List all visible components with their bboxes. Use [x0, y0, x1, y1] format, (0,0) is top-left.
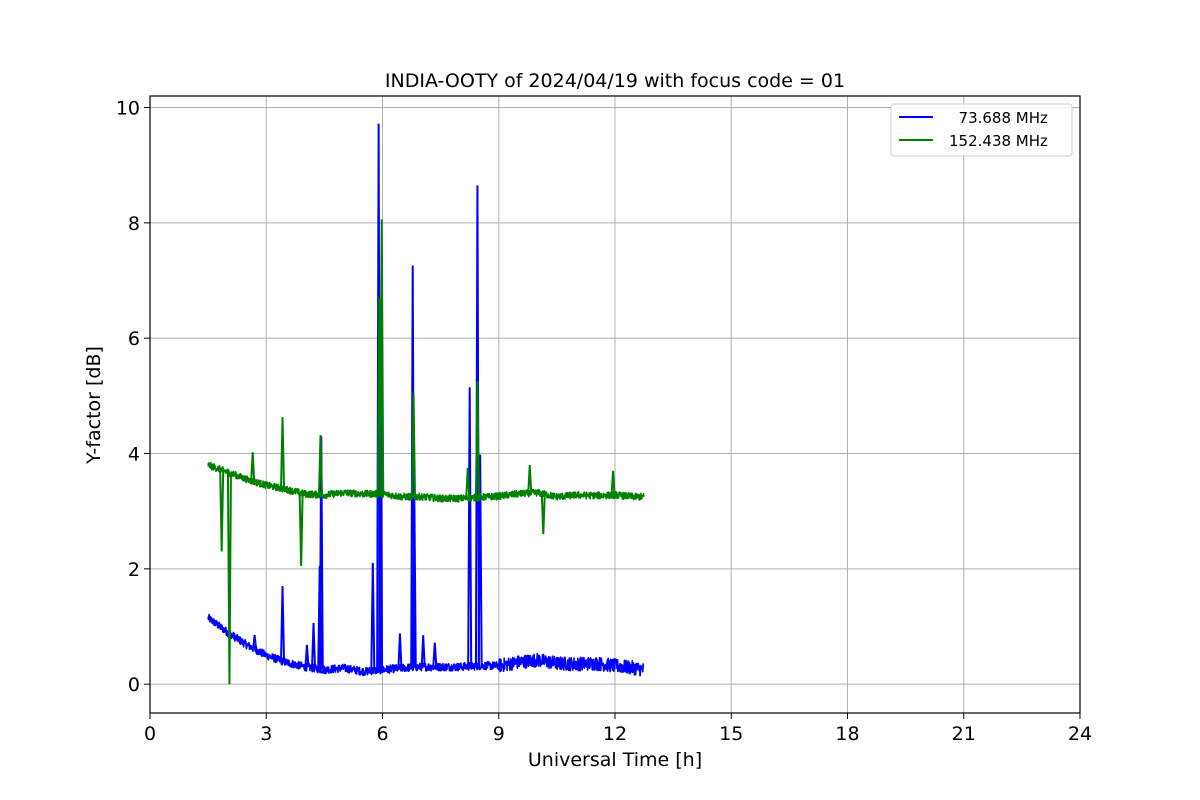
x-tick-label: 15 [719, 723, 743, 745]
series-spike-0 [467, 387, 473, 667]
series-spike-1 [219, 469, 225, 552]
legend-box [890, 103, 1073, 157]
y-tick-label: 2 [128, 559, 140, 581]
series-spike-1 [411, 392, 416, 497]
x-tick-label: 6 [376, 723, 388, 745]
x-tick-label: 12 [603, 723, 627, 745]
series-spike-0 [477, 454, 483, 666]
x-tick-label: 18 [835, 723, 859, 745]
series-spike-0 [304, 644, 310, 668]
series-spike-0 [397, 633, 403, 669]
series-spike-0 [420, 635, 426, 667]
y-tick-label: 8 [128, 213, 140, 235]
series-spike-1 [610, 470, 616, 496]
y-tick-label: 0 [128, 674, 140, 696]
series-spike-1 [250, 452, 256, 482]
x-tick-label: 0 [144, 723, 156, 745]
x-tick-label: 21 [952, 723, 976, 745]
series-spike-0 [252, 635, 258, 650]
y-tick-label: 4 [128, 444, 140, 466]
series-spike-0 [474, 185, 480, 666]
series-layer [207, 123, 645, 685]
series-spike-1 [474, 381, 480, 498]
series-spike-1 [280, 417, 286, 489]
series-spike-1 [226, 472, 232, 685]
legend-label-73mhz: 73.688 MHz [949, 109, 1048, 127]
x-tick-label: 24 [1068, 723, 1092, 745]
series-spike-1 [465, 467, 471, 499]
y-tick-label: 10 [116, 98, 140, 120]
legend: 73.688 MHz 152.438 MHz [890, 103, 1073, 157]
y-axis-label: Y-factor [dB] [83, 346, 105, 465]
x-tick-label: 9 [493, 723, 505, 745]
y-tick-label: 6 [128, 328, 140, 350]
series-spike-1 [540, 493, 546, 535]
series-spike-1 [379, 219, 385, 494]
series-spike-1 [298, 492, 304, 566]
series-spike-1 [527, 464, 533, 494]
series-spike-0 [370, 563, 376, 671]
x-axis-label: Universal Time [h] [528, 749, 702, 771]
series-spike-0 [432, 642, 438, 667]
legend-label-152mhz: 152.438 MHz [949, 132, 1048, 150]
series-spike-0 [311, 623, 317, 669]
x-tick-label: 3 [260, 723, 272, 745]
series-line-1 [207, 461, 645, 503]
series-spike-1 [318, 435, 323, 495]
chart-title: INDIA-OOTY of 2024/04/19 with focus code… [385, 70, 845, 92]
series-spike-0 [280, 586, 286, 662]
